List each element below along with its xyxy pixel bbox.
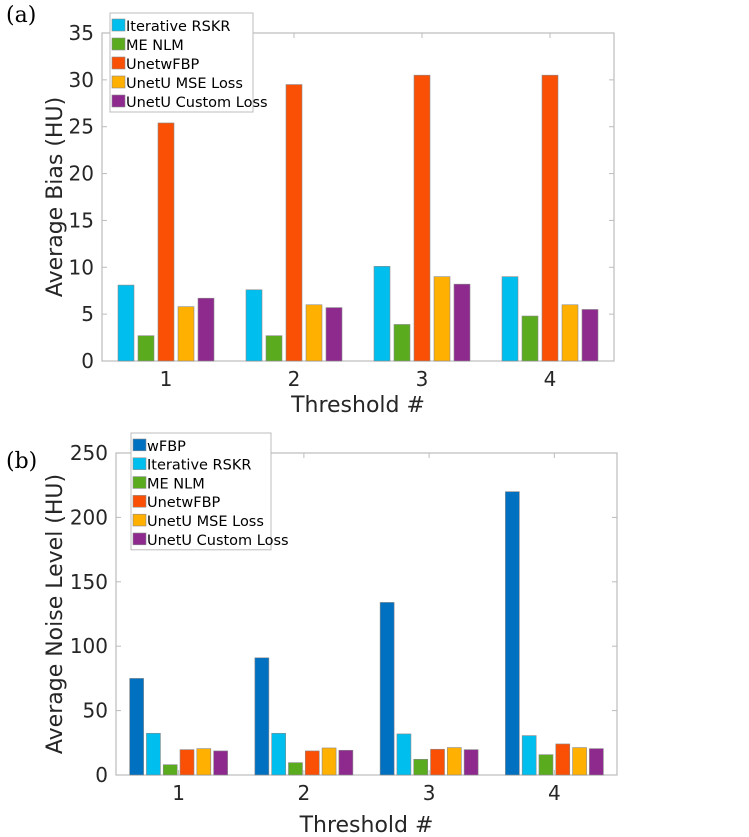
y-tick-label: 25 <box>69 115 94 139</box>
bar-unetu-mse-loss-3 <box>447 747 462 776</box>
bar-iterative-rskr-4 <box>521 735 537 776</box>
bar-wfbp-3 <box>379 602 395 776</box>
y-tick-label: 20 <box>69 162 94 186</box>
legend-swatch-0 <box>132 438 147 452</box>
bar-unetwfbp-4 <box>555 743 571 776</box>
bar-iterative-rskr-4 <box>501 276 519 362</box>
x-tick-label: 1 <box>172 781 185 805</box>
legend-entry-5: UnetU Custom Loss <box>147 533 289 549</box>
bar-me-nlm-4 <box>521 315 539 362</box>
legend-swatch-5 <box>132 532 147 546</box>
x-tick-label: 4 <box>544 367 557 391</box>
bar-unetwfbp-3 <box>430 748 445 776</box>
bar-unetu-mse-loss-2 <box>321 747 337 776</box>
bar-iterative-rskr-3 <box>373 266 391 362</box>
bar-unetu-custom-loss-4 <box>589 748 604 776</box>
bar-unetu-custom-loss-4 <box>581 309 599 362</box>
panel-label-1: (b) <box>6 449 37 474</box>
bar-wfbp-2 <box>254 657 270 776</box>
y-tick-label: 5 <box>81 302 94 326</box>
x-axis-label-0: Threshold # <box>290 393 425 418</box>
y-tick-label: 50 <box>83 699 108 723</box>
bar-unetwfbp-2 <box>285 84 303 362</box>
bar-unetu-mse-loss-4 <box>572 747 587 776</box>
bar-unetu-custom-loss-1 <box>197 297 215 362</box>
bar-iterative-rskr-3 <box>396 733 412 776</box>
bar-iterative-rskr-2 <box>245 289 263 362</box>
bar-iterative-rskr-1 <box>146 732 161 776</box>
bar-unetu-mse-loss-4 <box>561 304 579 362</box>
legend-entry-1: ME NLM <box>126 38 184 54</box>
x-tick-label: 3 <box>416 367 429 391</box>
legend-entry-4: UnetU MSE Loss <box>147 514 264 530</box>
legend-box-0 <box>109 12 254 113</box>
bar-wfbp-4 <box>505 491 520 776</box>
bar-unetu-custom-loss-2 <box>325 307 343 362</box>
x-tick-label: 2 <box>298 781 311 805</box>
legend-swatch-4 <box>111 94 126 108</box>
y-axis-label-1: Average Noise Level (HU) <box>43 474 68 754</box>
bar-unetwfbp-1 <box>179 749 195 776</box>
x-tick-label: 1 <box>160 367 173 391</box>
y-tick-label: 0 <box>95 763 108 787</box>
bar-iterative-rskr-1 <box>117 284 135 362</box>
y-tick-label: 30 <box>69 68 94 92</box>
legend-swatch-3 <box>111 75 126 89</box>
bar-me-nlm-1 <box>137 335 155 362</box>
bar-unetu-custom-loss-2 <box>338 749 354 776</box>
legend-entry-0: Iterative RSKR <box>126 19 230 35</box>
legend-swatch-2 <box>132 476 147 489</box>
bar-me-nlm-3 <box>393 324 411 362</box>
panel-label-0: (a) <box>6 3 36 28</box>
bar-unetwfbp-3 <box>413 74 431 362</box>
legend-entry-2: UnetwFBP <box>126 57 200 73</box>
bar-unetu-custom-loss-3 <box>453 283 471 362</box>
bar-unetwfbp-2 <box>304 750 320 776</box>
bar-unetu-mse-loss-1 <box>177 306 195 362</box>
bar-me-nlm-3 <box>413 758 429 776</box>
legend-entry-0: wFBP <box>147 439 186 455</box>
bar-me-nlm-2 <box>288 762 303 776</box>
x-tick-label: 2 <box>288 367 301 391</box>
legend-entry-1: Iterative RSKR <box>147 458 251 474</box>
y-tick-label: 10 <box>69 255 94 279</box>
legend-swatch-2 <box>111 56 126 70</box>
bar-unetu-custom-loss-1 <box>213 750 228 776</box>
legend-swatch-0 <box>111 18 126 32</box>
legend-swatch-4 <box>132 513 147 527</box>
y-tick-label: 0 <box>81 349 94 373</box>
bar-unetu-mse-loss-1 <box>196 748 212 776</box>
legend-box-1 <box>130 432 272 551</box>
bar-me-nlm-4 <box>538 754 554 776</box>
bar-unetwfbp-1 <box>157 122 175 362</box>
y-tick-label: 35 <box>69 21 94 45</box>
x-axis-label-1: Threshold # <box>299 813 434 837</box>
legend-swatch-1 <box>111 37 126 51</box>
legend-entry-3: UnetU MSE Loss <box>126 76 243 92</box>
bar-iterative-rskr-2 <box>271 732 286 776</box>
bar-unetwfbp-4 <box>541 74 559 362</box>
x-tick-label: 3 <box>423 781 436 805</box>
y-tick-label: 150 <box>70 570 108 594</box>
legend-entry-3: UnetwFBP <box>147 495 221 511</box>
bar-unetu-custom-loss-3 <box>463 749 479 776</box>
legend-swatch-3 <box>132 495 147 508</box>
bar-unetu-mse-loss-3 <box>433 276 451 362</box>
y-tick-label: 250 <box>70 441 108 465</box>
legend-entry-2: ME NLM <box>147 476 205 492</box>
bar-wfbp-1 <box>129 678 144 776</box>
bar-me-nlm-2 <box>265 335 283 362</box>
y-tick-label: 15 <box>69 208 94 232</box>
x-tick-label: 4 <box>548 781 561 805</box>
y-axis-label-0: Average Bias (HU) <box>43 97 68 297</box>
legend-entry-4: UnetU Custom Loss <box>126 95 268 111</box>
bar-unetu-mse-loss-2 <box>305 304 323 362</box>
legend-swatch-1 <box>132 457 147 470</box>
y-tick-label: 100 <box>70 634 108 658</box>
y-tick-label: 200 <box>70 505 108 529</box>
bar-me-nlm-1 <box>162 764 178 776</box>
